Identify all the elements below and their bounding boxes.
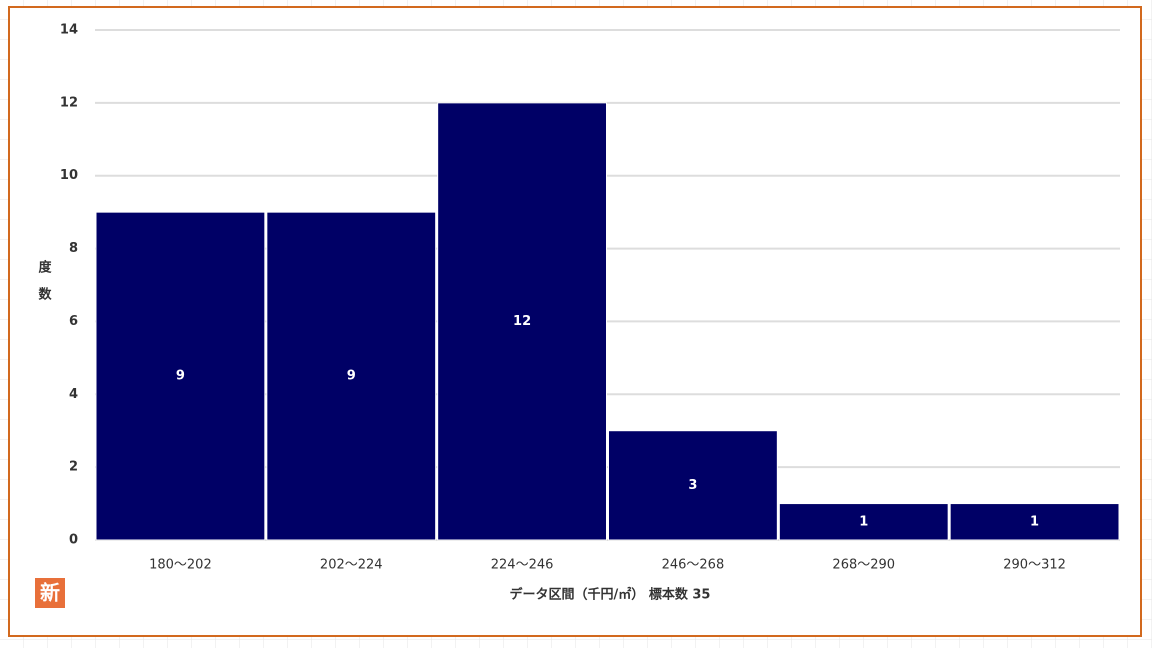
y-tick-label: 10 [60, 168, 78, 183]
y-tick-label: 2 [69, 460, 78, 475]
x-tick-label: 180～202 [149, 558, 212, 573]
y-tick-label: 4 [69, 387, 78, 402]
y-tick-label: 12 [60, 95, 78, 110]
badge-box [35, 578, 65, 608]
data-label: 9 [347, 369, 356, 384]
x-tick-label: 290～312 [1003, 558, 1066, 573]
bar [608, 430, 778, 541]
x-tick-label: 202～224 [320, 558, 383, 573]
badge-text: 新 [40, 581, 60, 605]
data-label: 9 [176, 369, 185, 384]
x-tick-label: 224～246 [491, 558, 554, 573]
x-tick-label: 268～290 [832, 558, 895, 573]
x-axis-label: データ区間（千円/㎡） 標本数 35 [510, 587, 711, 603]
data-label: 1 [859, 514, 868, 529]
y-tick-label: 8 [69, 241, 78, 256]
bar [266, 211, 437, 541]
y-tick-label: 0 [69, 533, 78, 548]
bar [778, 503, 949, 541]
bar [949, 503, 1120, 541]
x-tick-label: 246～268 [662, 558, 725, 573]
y-axis-label: 度数 [36, 259, 52, 314]
bar [95, 211, 266, 541]
data-label: 1 [1030, 514, 1039, 529]
y-tick-label: 14 [60, 23, 78, 38]
bar [437, 102, 607, 541]
data-label: 3 [688, 478, 697, 493]
y-tick-label: 6 [69, 314, 78, 329]
data-label: 12 [513, 314, 531, 329]
